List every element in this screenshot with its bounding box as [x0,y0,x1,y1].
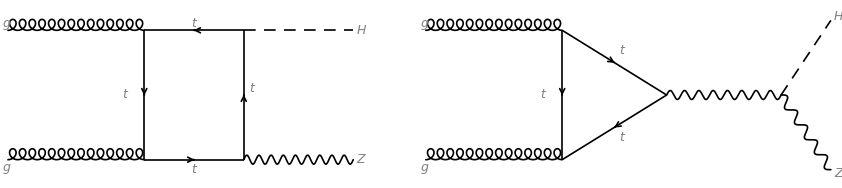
Text: g: g [3,17,11,30]
Text: H: H [356,24,365,37]
Text: g: g [3,161,11,174]
Text: g: g [421,161,429,174]
Text: t: t [192,163,196,176]
Text: t: t [192,17,196,30]
Text: H: H [834,10,842,23]
Text: Z: Z [356,153,365,166]
Text: t: t [248,82,253,95]
Text: t: t [540,89,545,102]
Text: t: t [122,89,127,102]
Text: g: g [421,17,429,30]
Text: t: t [620,131,624,144]
Text: Z: Z [834,167,842,180]
Text: t: t [620,44,624,57]
